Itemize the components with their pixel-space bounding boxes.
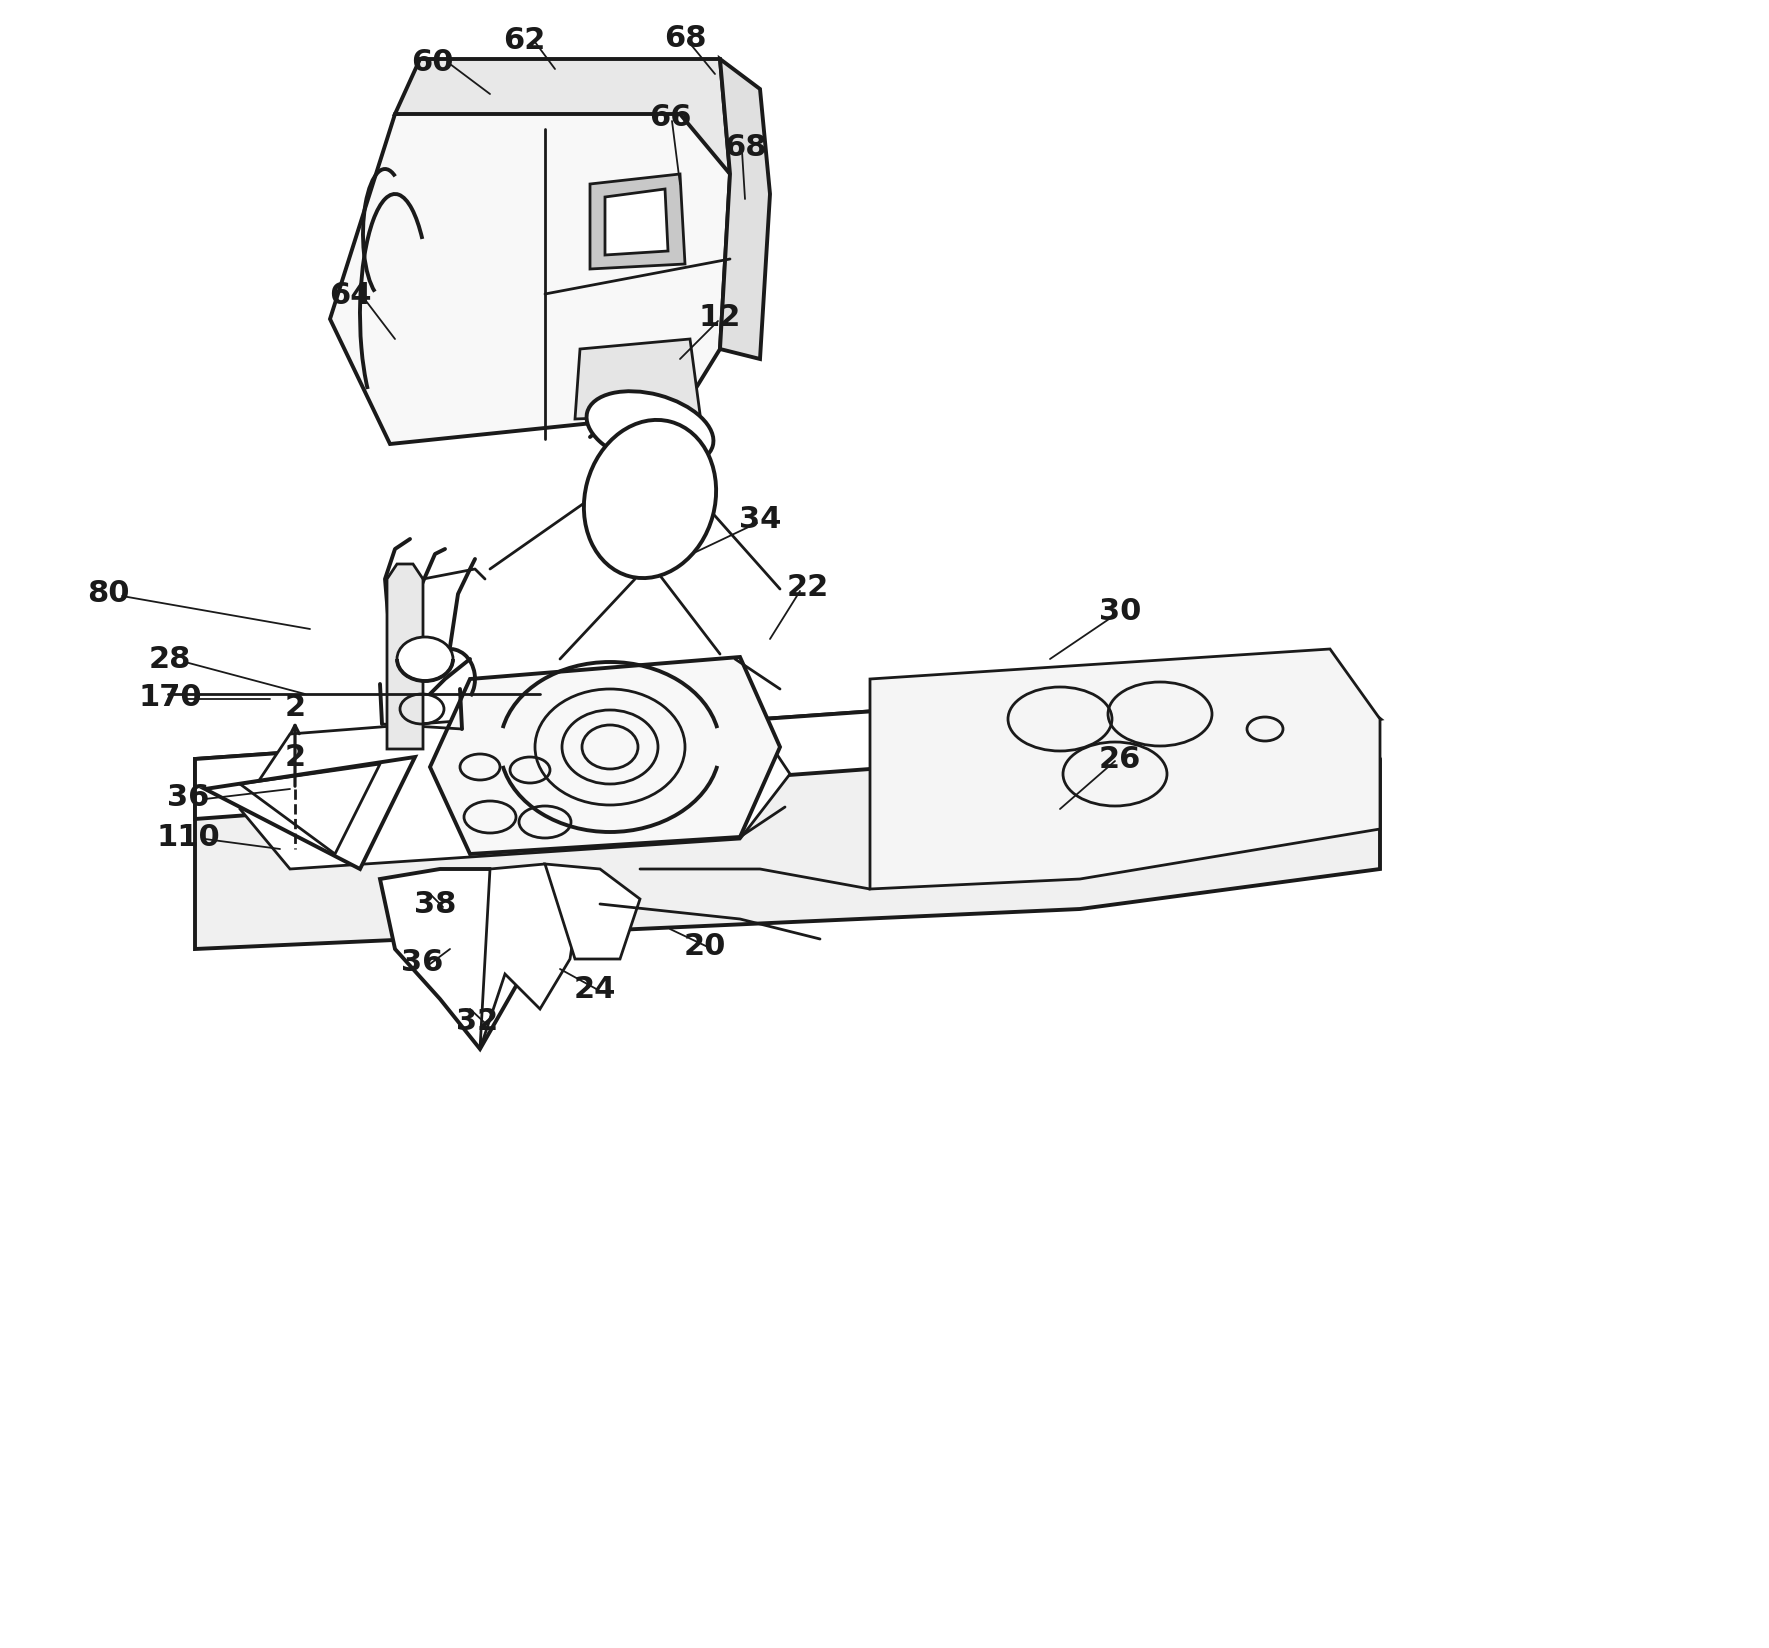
Text: 38: 38 [414,890,456,920]
Text: 36: 36 [402,948,444,977]
Polygon shape [720,59,770,359]
Polygon shape [205,758,416,870]
Text: 30: 30 [1099,597,1141,626]
Text: 2: 2 [285,743,306,771]
Polygon shape [479,865,580,1050]
Text: 12: 12 [699,303,741,333]
Polygon shape [605,190,669,255]
Polygon shape [870,649,1380,890]
Polygon shape [241,699,791,870]
Ellipse shape [587,392,713,468]
Polygon shape [575,339,701,420]
Text: 26: 26 [1099,745,1141,775]
Polygon shape [545,865,640,959]
Text: 20: 20 [685,931,727,961]
Polygon shape [430,658,780,854]
Polygon shape [387,565,423,750]
Text: 68: 68 [663,23,706,53]
Text: 22: 22 [787,574,830,602]
Text: 64: 64 [329,280,371,310]
Text: 28: 28 [149,644,191,674]
Text: 62: 62 [502,25,545,54]
Text: 68: 68 [724,133,766,163]
Text: 60: 60 [410,48,453,76]
Polygon shape [380,870,531,1050]
Polygon shape [331,74,731,445]
Ellipse shape [584,420,716,578]
Text: 34: 34 [739,506,782,534]
Ellipse shape [396,638,453,682]
Text: 170: 170 [138,682,202,712]
Text: 66: 66 [649,104,692,132]
Text: 2: 2 [285,694,306,722]
Polygon shape [591,175,685,270]
Text: 24: 24 [573,976,616,1004]
Polygon shape [394,59,731,175]
Text: 32: 32 [456,1007,499,1037]
Polygon shape [195,679,1380,819]
Text: 36: 36 [166,783,209,811]
Text: 80: 80 [87,578,129,606]
Text: 110: 110 [156,822,219,852]
Polygon shape [195,679,1380,949]
